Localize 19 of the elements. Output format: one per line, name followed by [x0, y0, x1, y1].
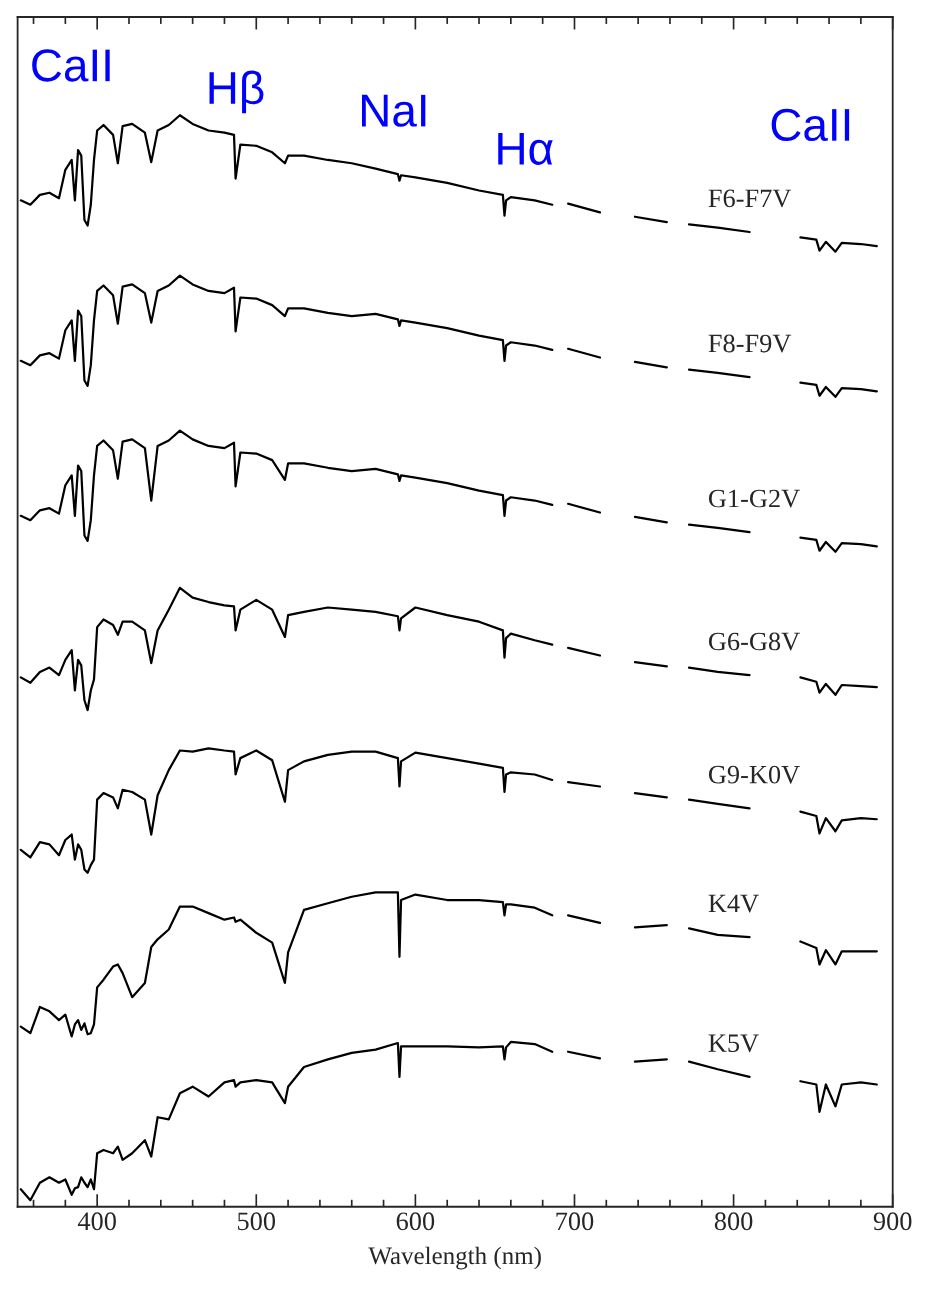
x-tick-label: 900 — [873, 1212, 912, 1231]
x-tick-label: 800 — [714, 1212, 753, 1231]
series-label: K4V — [708, 894, 759, 913]
series-label: F6-F7V — [708, 189, 792, 208]
x-tick-label: 500 — [238, 1212, 276, 1231]
x-tick-label: 400 — [77, 1212, 116, 1231]
text: CaII — [32, 49, 110, 82]
x-tick-label: 600 — [396, 1212, 435, 1231]
series-label: G9-K0V — [708, 765, 800, 784]
series-label: F8-F9V — [708, 334, 792, 353]
annotation: NaI — [362, 94, 426, 127]
x-axis-title: Wavelength (nm) — [368, 1246, 541, 1270]
annotation: CaII — [771, 108, 850, 142]
annotation: Hα — [498, 132, 553, 165]
series-label: K5V — [708, 1034, 759, 1053]
series-label: G1-G2V — [708, 489, 800, 508]
x-tick-label: 700 — [556, 1212, 594, 1231]
series-label: G6-G8V — [708, 632, 800, 651]
text: Hβ — [209, 70, 264, 114]
